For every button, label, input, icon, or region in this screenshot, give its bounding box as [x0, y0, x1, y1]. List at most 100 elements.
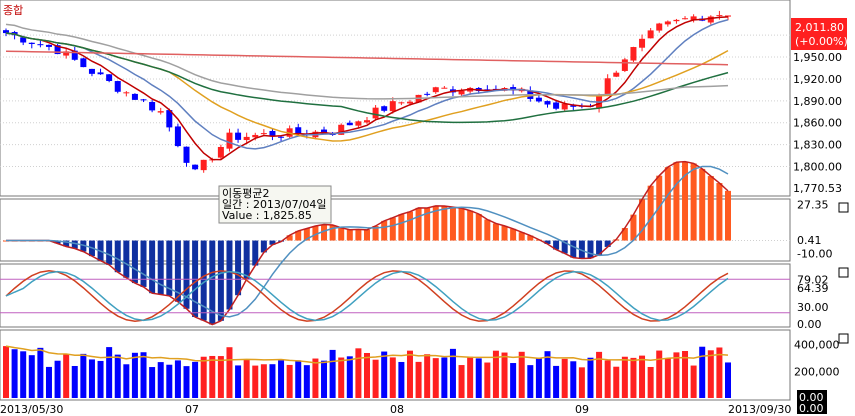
- volume-close-icon[interactable]: [838, 333, 849, 344]
- macd-bar: [639, 199, 646, 241]
- volume-bar: [174, 360, 181, 398]
- volume-bar: [338, 357, 345, 398]
- ma-line-10: [5, 19, 729, 150]
- tooltip: 이동평균2 일간 : 2013/07/04일 Value : 1,825.85: [218, 185, 332, 224]
- volume-bar: [217, 356, 224, 398]
- volume-bar: [406, 350, 413, 398]
- macd-bar: [449, 207, 456, 241]
- candle: [647, 28, 654, 39]
- tooltip-value: Value : 1,825.85: [222, 209, 312, 222]
- candle: [432, 86, 439, 94]
- macd-bar: [329, 225, 336, 241]
- stochastic-panel[interactable]: [0, 263, 791, 328]
- volume-bar: [587, 357, 594, 398]
- macd-bar: [424, 208, 431, 241]
- volume-bar: [123, 364, 130, 398]
- volume-ma-line: [5, 345, 729, 364]
- macd-bar: [398, 214, 405, 241]
- macd-bar: [587, 240, 594, 259]
- candle: [535, 94, 542, 103]
- volume-bar: [458, 365, 465, 398]
- volume-bar: [346, 356, 353, 398]
- candle: [346, 120, 353, 126]
- macd-bar: [570, 240, 577, 258]
- volume-bar: [106, 347, 113, 398]
- volume-bar: [97, 360, 104, 398]
- candle: [725, 15, 731, 21]
- macd-bar: [338, 227, 345, 241]
- macd-tick-label: -10.00: [797, 248, 832, 261]
- macd-bar: [295, 230, 302, 241]
- macd-tick-label: 0.41: [797, 234, 822, 247]
- volume-bar: [475, 358, 482, 398]
- volume-bar: [200, 356, 207, 398]
- volume-bar: [381, 351, 388, 398]
- candle: [544, 100, 551, 108]
- macd-bar: [364, 229, 370, 241]
- price-tick-label: 1,770.53: [793, 182, 842, 195]
- volume-bar: [398, 361, 405, 398]
- macd-close-icon[interactable]: [838, 202, 849, 213]
- macd-bar: [630, 214, 637, 241]
- volume-bar: [37, 347, 44, 398]
- last-price-badge: [791, 18, 847, 50]
- candle: [441, 86, 448, 89]
- volume-bar: [432, 358, 439, 398]
- stoch-tick-label: 79.02: [797, 274, 829, 287]
- macd-bar: [406, 211, 413, 241]
- x-tick-label: 08: [390, 403, 404, 416]
- candle: [28, 42, 35, 49]
- macd-bar: [510, 228, 517, 241]
- macd-bar: [80, 240, 87, 252]
- candle: [398, 101, 405, 106]
- volume-bar: [518, 351, 525, 398]
- candle: [45, 44, 52, 51]
- volume-bar: [535, 357, 542, 398]
- candle: [621, 57, 628, 73]
- macd-bar: [415, 207, 422, 241]
- volume-bar: [252, 365, 259, 398]
- macd-bar: [441, 205, 448, 241]
- stoch-close-icon[interactable]: [838, 267, 849, 278]
- macd-bar: [209, 240, 216, 325]
- volume-bar: [699, 346, 706, 398]
- macd-bar: [217, 240, 224, 321]
- macd-bar: [140, 240, 147, 287]
- macd-bar: [544, 240, 551, 244]
- chart-title: 종합: [3, 4, 23, 17]
- volume-bar: [389, 357, 396, 398]
- macd-bar: [355, 229, 362, 241]
- candle: [88, 68, 95, 77]
- macd-bar: [673, 162, 680, 241]
- price-tick-label: 1,950.00: [793, 51, 842, 64]
- macd-bar: [123, 240, 130, 278]
- volume-bar: [260, 364, 267, 398]
- candle: [166, 108, 173, 132]
- x-tick-label: 07: [185, 403, 199, 416]
- volume-bar: [372, 359, 379, 398]
- macd-bar: [286, 235, 293, 241]
- volume-bar: [54, 360, 61, 398]
- macd-bar: [389, 217, 396, 241]
- price-tick-label: 1,830.00: [793, 139, 842, 152]
- price-tick-label: 1,800.00: [793, 160, 842, 173]
- macd-bar: [372, 225, 379, 241]
- volume-bar: [553, 365, 560, 398]
- volume-bar: [364, 352, 370, 398]
- macd-bar: [346, 229, 353, 241]
- macd-bar: [269, 240, 276, 245]
- volume-bar: [621, 356, 628, 398]
- macd-bar: [647, 185, 654, 241]
- tooltip-title: 이동평균2: [222, 187, 269, 200]
- candle: [174, 123, 181, 148]
- candle: [664, 20, 671, 27]
- x-tick-label: 2013/05/30: [0, 403, 63, 416]
- volume-bar: [527, 365, 534, 398]
- volume-bar: [11, 349, 18, 398]
- volume-bar: [269, 364, 276, 398]
- volume-bar: [166, 364, 173, 398]
- ma-line-120: [5, 50, 729, 66]
- macd-bar: [235, 240, 242, 296]
- volume-bar: [467, 356, 474, 398]
